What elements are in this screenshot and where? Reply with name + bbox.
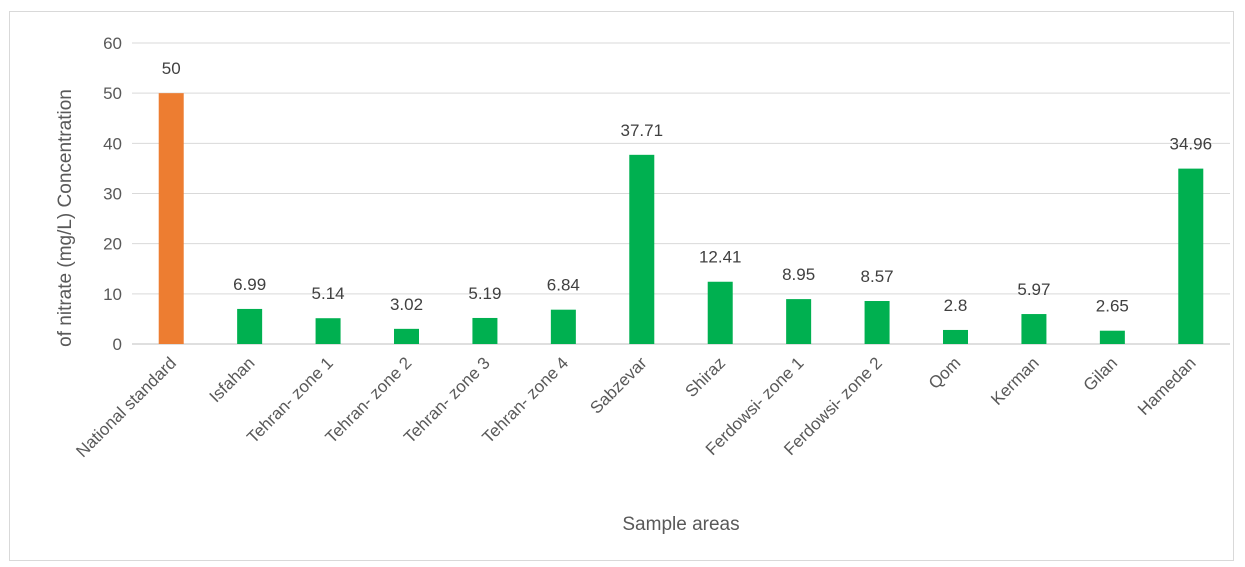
data-label: 3.02 <box>390 295 423 314</box>
bars <box>158 93 1204 345</box>
y-tick-label: 10 <box>103 285 122 304</box>
data-label: 37.71 <box>621 121 664 140</box>
y-axis-title: of nitrate (mg/L) Concentration <box>55 89 76 347</box>
y-tick-label: 50 <box>103 84 122 103</box>
y-axis-ticks: 0 10 20 30 40 50 60 <box>103 34 122 354</box>
data-label: 2.65 <box>1096 297 1129 316</box>
x-tick-label: Isfahan <box>206 353 259 406</box>
y-tick-label: 40 <box>103 134 122 153</box>
bar <box>1099 330 1125 344</box>
y-tick-label: 30 <box>103 185 122 204</box>
bar <box>943 329 968 344</box>
x-tick-label: Qom <box>925 353 964 392</box>
data-label: 5.14 <box>312 284 345 303</box>
y-tick-label: 20 <box>103 235 122 254</box>
bar <box>472 317 498 344</box>
gridlines <box>132 42 1230 345</box>
bar <box>394 328 419 344</box>
bar <box>237 308 263 344</box>
y-tick-label: 0 <box>113 335 122 354</box>
data-label: 8.95 <box>782 265 815 284</box>
x-tick-label: Kerman <box>987 353 1043 409</box>
bar <box>786 299 812 344</box>
bar <box>315 318 341 344</box>
chart-frame <box>9 11 1234 561</box>
x-axis-title: Sample areas <box>622 514 739 535</box>
bar <box>550 309 576 344</box>
data-label: 34.96 <box>1170 135 1213 154</box>
bar <box>629 154 655 344</box>
bar <box>158 93 184 345</box>
x-tick-label: Shiraz <box>682 353 730 401</box>
data-label: 12.41 <box>699 248 742 267</box>
bar <box>707 281 733 344</box>
x-tick-label: Sabzevar <box>586 353 650 417</box>
data-label: 5.19 <box>468 284 501 303</box>
data-label: 8.57 <box>861 267 894 286</box>
data-label: 50 <box>162 59 181 78</box>
x-tick-label: Hamedan <box>1134 353 1200 419</box>
y-tick-label: 60 <box>103 34 122 53</box>
data-label: 5.97 <box>1017 280 1050 299</box>
data-label: 2.8 <box>944 296 968 315</box>
bar <box>1021 314 1047 344</box>
bar <box>864 301 890 344</box>
bar <box>1178 168 1204 344</box>
data-label: 6.99 <box>233 275 266 294</box>
data-labels: 50 6.99 5.14 3.02 5.19 6.84 37.71 12.41 8.95 8.57… <box>162 59 1212 316</box>
data-label: 6.84 <box>547 276 580 295</box>
x-tick-label: Gilan <box>1080 353 1121 394</box>
x-tick-label: National standard <box>72 353 180 461</box>
